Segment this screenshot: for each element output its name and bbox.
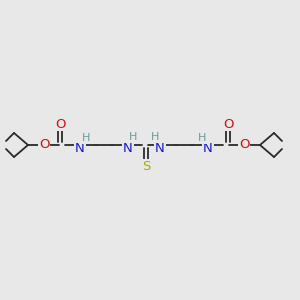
Text: O: O xyxy=(239,139,249,152)
Text: N: N xyxy=(75,142,85,154)
Text: O: O xyxy=(55,118,65,130)
Text: H: H xyxy=(198,133,206,143)
Text: O: O xyxy=(223,118,233,130)
Text: H: H xyxy=(82,133,90,143)
Text: N: N xyxy=(203,142,213,154)
Text: S: S xyxy=(142,160,150,172)
Text: H: H xyxy=(151,132,159,142)
Text: O: O xyxy=(39,139,49,152)
Text: H: H xyxy=(129,132,137,142)
Text: N: N xyxy=(123,142,133,154)
Text: N: N xyxy=(155,142,165,154)
